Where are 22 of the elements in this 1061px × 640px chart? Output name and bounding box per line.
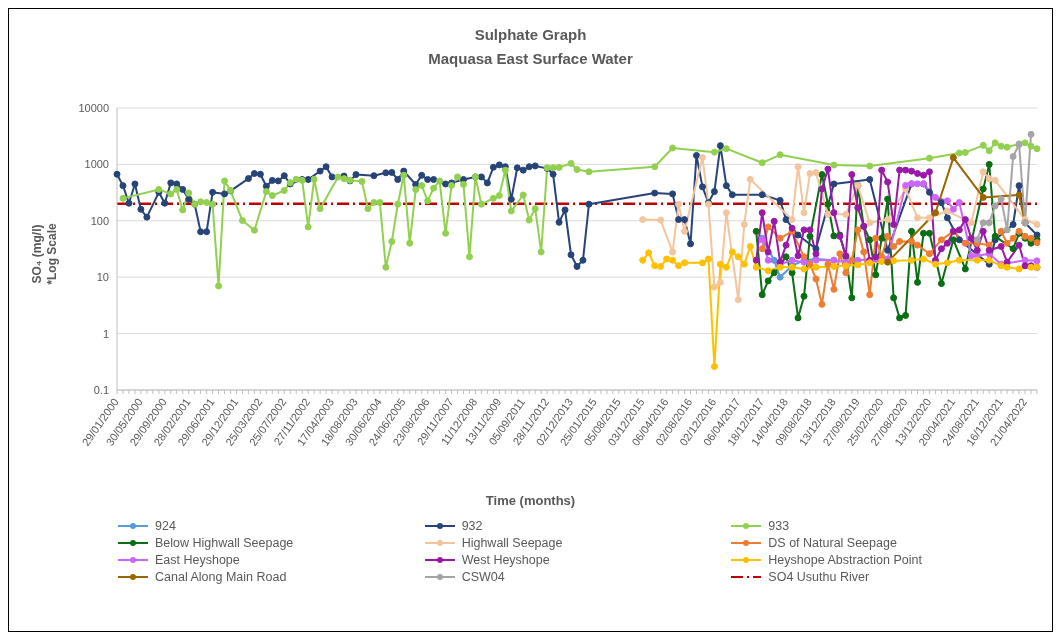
legend-label: DS of Natural Seepage — [768, 536, 897, 550]
y-tick-label: 1 — [102, 327, 109, 340]
y-tick-label: 100 — [90, 214, 109, 227]
legend-label: 933 — [768, 519, 790, 533]
y-tick-label: 10 — [96, 271, 109, 284]
legend-label: Highwall Seepage — [461, 536, 563, 550]
legend-label: CSW04 — [461, 570, 505, 584]
y-axis-title: SO₄ (mg/l) *Log Scale — [30, 223, 60, 285]
legend-label: 924 — [155, 519, 176, 533]
legend-label: Below Highwall Seepage — [155, 536, 294, 550]
x-axis-title: Time (months) — [484, 493, 577, 508]
legend-label: 932 — [461, 519, 483, 533]
y-tick-label: 0.1 — [93, 383, 109, 396]
legend-label: Canal Along Main Road — [155, 570, 287, 584]
y-tick-label: 1000 — [84, 158, 109, 171]
y-tick-label: 10000 — [78, 101, 109, 114]
legend-label: East Heyshope — [155, 553, 240, 567]
chart-subtitle: Maquasa East Surface Water — [427, 49, 634, 69]
chart-title: Sulphate Graph — [473, 25, 588, 45]
legend-label: Heyshope Abstraction Point — [768, 553, 922, 567]
legend-label: SO4 Usuthu River — [768, 570, 870, 584]
legend-label: West Heyshope — [461, 553, 550, 567]
